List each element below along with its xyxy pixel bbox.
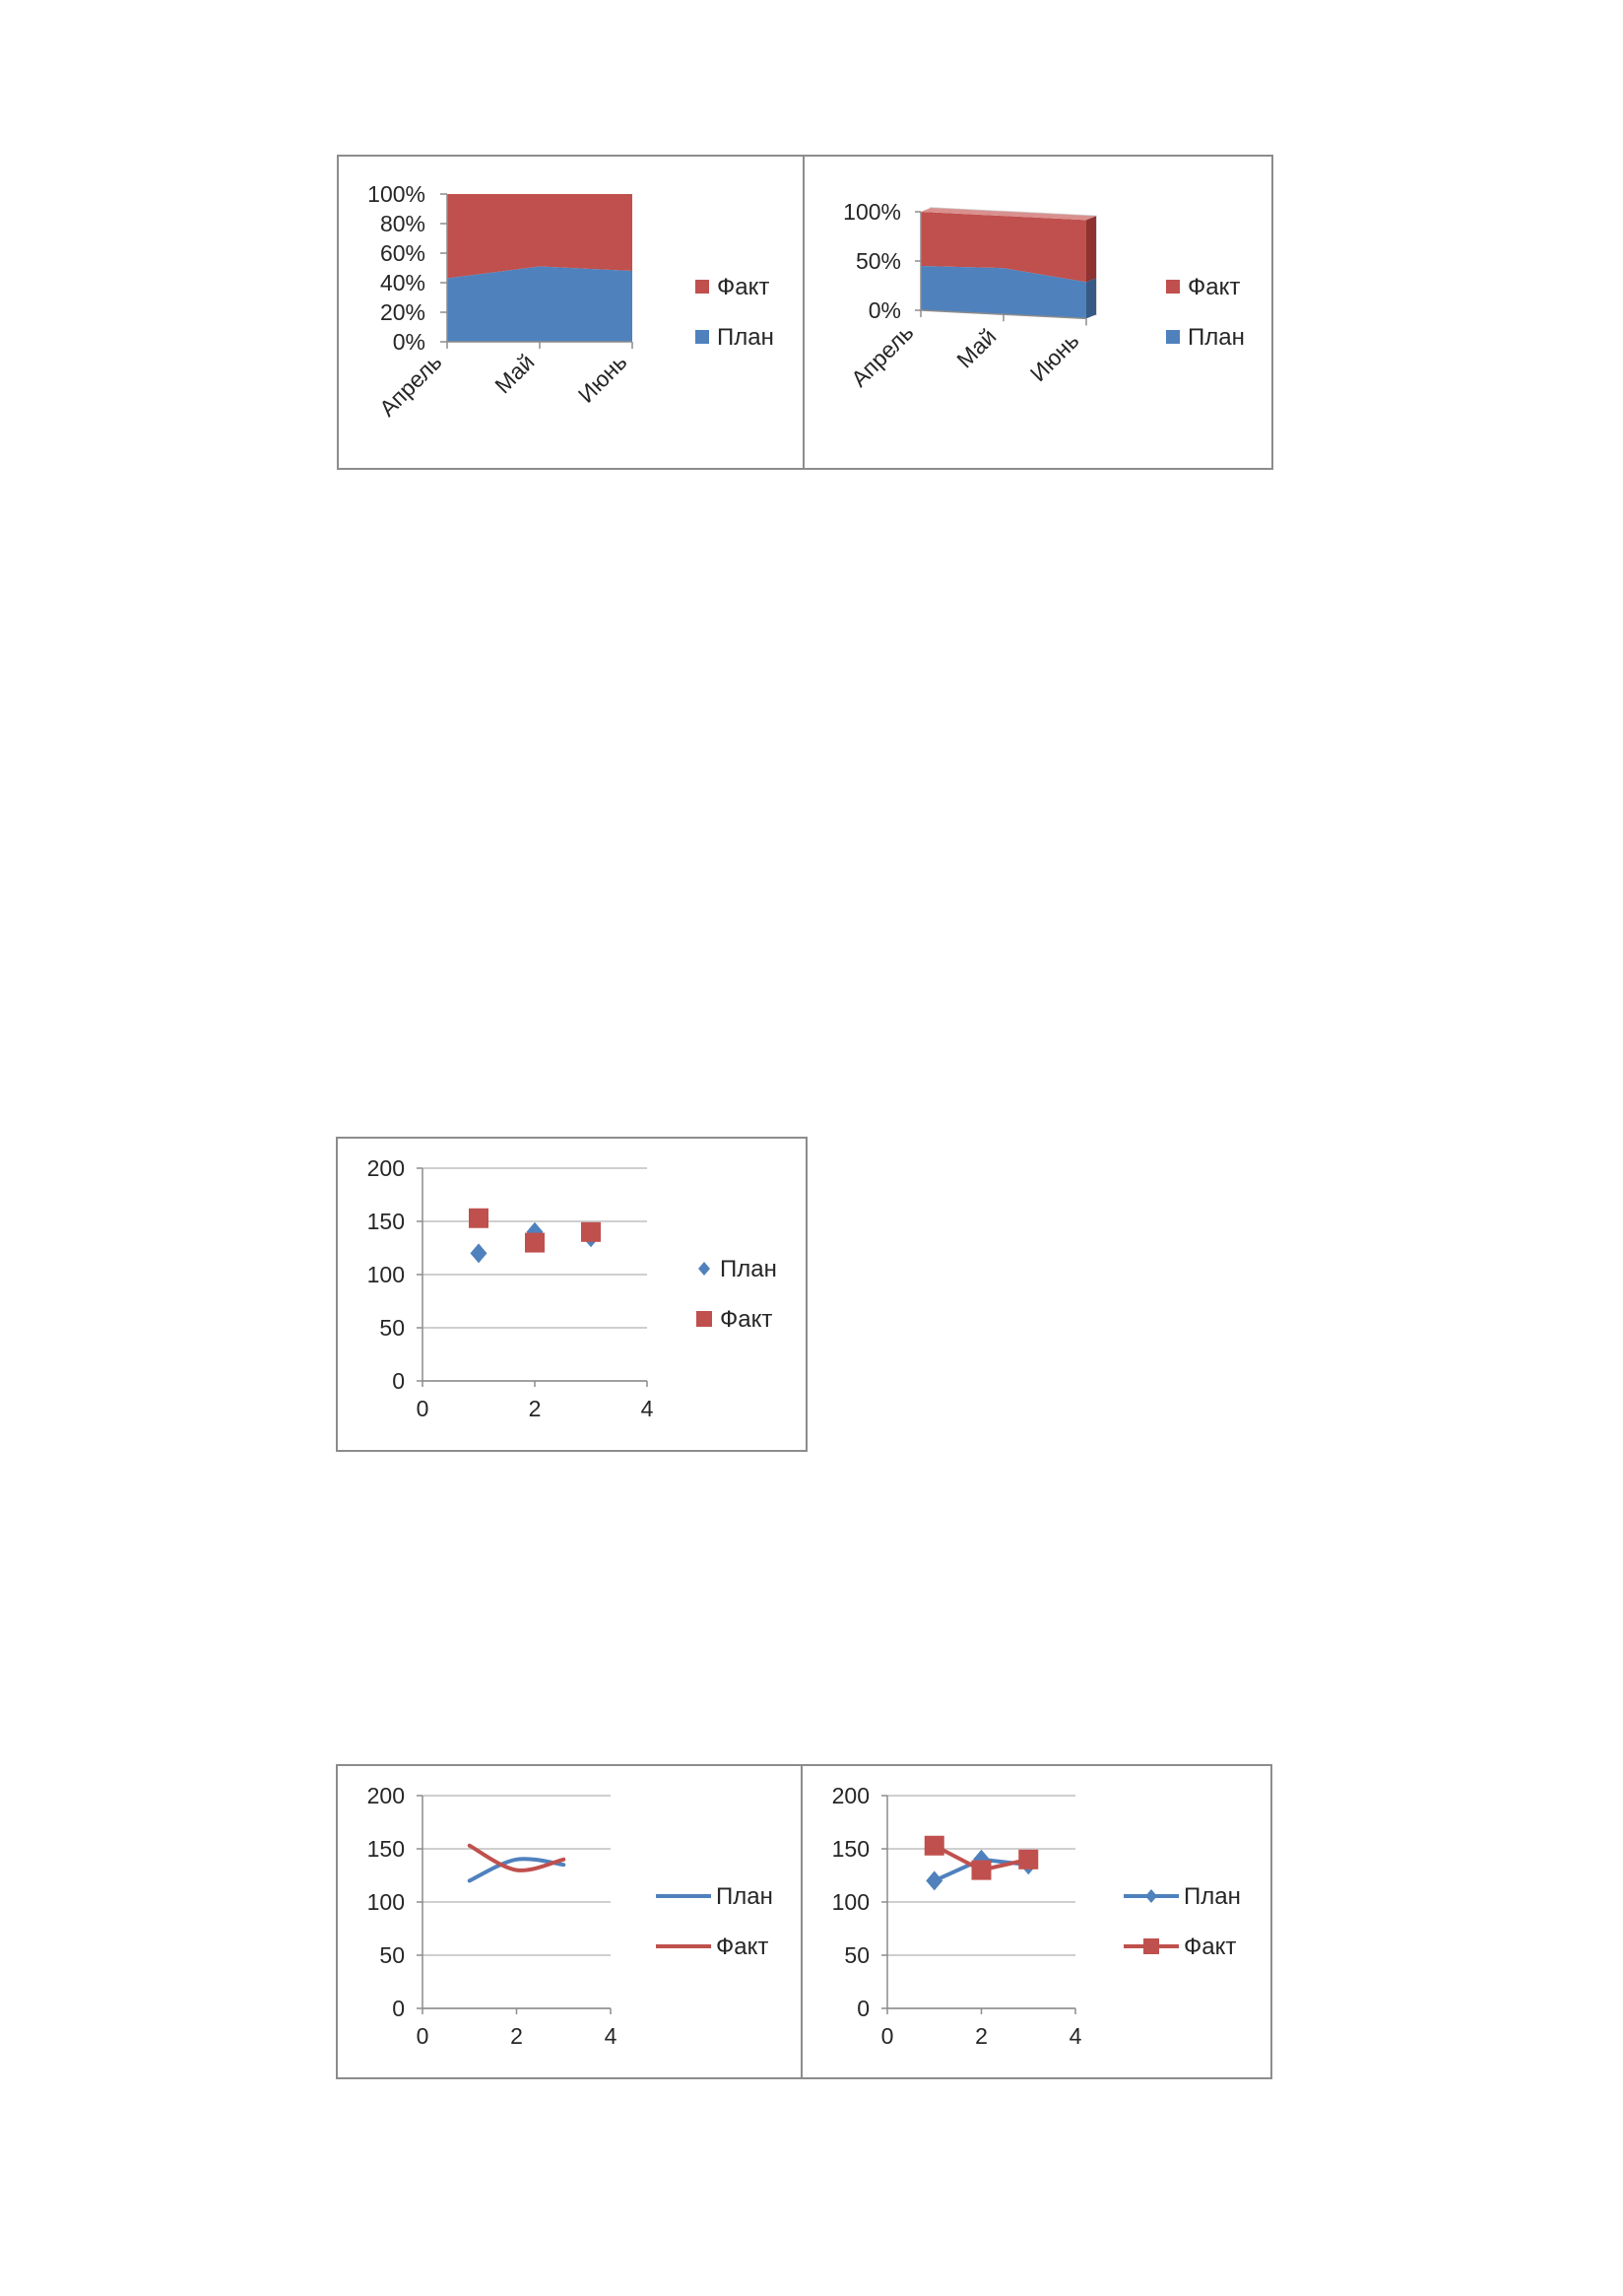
y-tick-label: 0%	[393, 329, 425, 355]
y-tick-label: 150	[832, 1836, 870, 1862]
x-category-label: Апрель	[374, 349, 447, 422]
legend-plan-marker	[698, 1262, 710, 1276]
y-tick-label: 50%	[856, 248, 901, 274]
legend-plan-label: План	[716, 1883, 773, 1910]
legend-fact-label: Факт	[1188, 274, 1240, 300]
legend-fact-label: Факт	[1184, 1934, 1236, 1960]
legend-fact-swatch	[1166, 280, 1180, 294]
legend-plan-label: План	[720, 1256, 777, 1282]
data-point-fact	[581, 1221, 601, 1242]
legend-plan-swatch	[1166, 330, 1180, 344]
legend-fact-label: Факт	[716, 1934, 768, 1960]
x-category-label: Май	[489, 349, 539, 398]
legend-fact-label: Факт	[720, 1306, 772, 1333]
series-fact-area	[447, 194, 632, 279]
x-tick-label: 0	[417, 2023, 429, 2049]
y-tick-label: 150	[367, 1836, 405, 1862]
y-tick-label: 60%	[380, 240, 425, 266]
data-point-plan	[526, 1221, 544, 1242]
data-point-plan	[973, 1849, 990, 1870]
series-fact-area	[921, 212, 1086, 283]
series-plan-side-face	[1086, 278, 1096, 319]
x-category-label: Июнь	[1025, 328, 1084, 387]
y-tick-label: 50	[844, 1942, 870, 1968]
chart-scatter-smooth: 0 50 100 150 200 0 2 4 План Факт	[336, 1764, 803, 2079]
x-category-label: Май	[951, 323, 1001, 372]
data-point-fact	[525, 1232, 545, 1253]
chart-area-100: 0% 20% 40% 60% 80% 100% Апрель Май Июнь Факт План	[337, 155, 805, 470]
y-tick-label: 0	[392, 1368, 405, 1394]
x-tick-label: 4	[605, 2023, 617, 2049]
y-tick-label: 100	[367, 1262, 405, 1287]
chart-scatter-markers: 0 50 100 150 200 0 2 4 План Факт	[336, 1137, 808, 1452]
scatter-smooth-chart-svg: 0 50 100 150 200 0 2 4 План Факт	[367, 1783, 773, 2049]
y-tick-label: 150	[367, 1209, 405, 1234]
y-tick-label: 0%	[869, 297, 901, 323]
y-tick-label: 0	[857, 1996, 870, 2021]
area-100-3d-chart-svg: 0% 50% 100% Апрель Май Июнь Факт План	[843, 199, 1245, 392]
series-fact-line	[467, 1843, 566, 1872]
data-point-fact	[924, 1835, 944, 1856]
y-tick-label: 40%	[380, 270, 425, 295]
legend-plan-label: План	[717, 324, 774, 351]
x-tick-label: 4	[641, 1396, 654, 1421]
y-tick-label: 200	[832, 1783, 870, 1808]
legend-plan-label: План	[1184, 1883, 1241, 1910]
y-tick-label: 50	[379, 1315, 405, 1341]
y-tick-label: 100	[367, 1889, 405, 1915]
legend-fact-marker	[696, 1311, 712, 1327]
series-fact-top-face	[921, 208, 1096, 221]
y-tick-label: 50	[379, 1942, 405, 1968]
area-100-chart-svg: 0% 20% 40% 60% 80% 100% Апрель Май Июнь Факт План	[367, 181, 774, 422]
series-plan-area	[447, 266, 632, 342]
x-tick-label: 2	[510, 2023, 523, 2049]
x-tick-label: 2	[529, 1396, 542, 1421]
data-point-fact	[971, 1860, 992, 1880]
y-tick-label: 100%	[843, 199, 901, 225]
x-tick-label: 4	[1070, 2023, 1082, 2049]
legend-fact-label: Факт	[717, 274, 769, 300]
y-tick-label: 200	[367, 1155, 405, 1181]
y-tick-label: 0	[392, 1996, 405, 2021]
y-tick-label: 200	[367, 1783, 405, 1808]
legend-plan-marker	[1145, 1889, 1157, 1903]
y-tick-label: 100%	[367, 181, 425, 207]
legend-fact-swatch	[695, 280, 709, 294]
scatter-markers-chart-svg: 0 50 100 150 200 0 2 4 План Факт	[367, 1155, 777, 1421]
x-tick-label: 0	[417, 1396, 429, 1421]
chart-scatter-lines-markers: 0 50 100 150 200 0 2 4 План Факт	[801, 1764, 1272, 2079]
data-point-plan	[470, 1243, 487, 1264]
y-tick-label: 20%	[380, 299, 425, 325]
legend-plan-swatch	[695, 330, 709, 344]
x-category-label: Апрель	[846, 319, 919, 392]
legend-plan-label: План	[1188, 324, 1245, 351]
chart-area-100-3d: 0% 50% 100% Апрель Май Июнь Факт План	[803, 155, 1273, 470]
data-point-fact	[1018, 1849, 1039, 1870]
y-tick-label: 80%	[380, 211, 425, 236]
x-tick-label: 0	[881, 2023, 894, 2049]
scatter-lines-markers-chart-svg: 0 50 100 150 200 0 2 4 План Факт	[832, 1783, 1241, 2049]
series-plan-area	[921, 266, 1086, 319]
series-fact-side-face	[1086, 216, 1096, 283]
x-tick-label: 2	[975, 2023, 988, 2049]
legend-fact-marker	[1143, 1938, 1159, 1954]
data-point-fact	[469, 1208, 488, 1228]
x-category-label: Июнь	[573, 349, 632, 408]
data-point-plan	[926, 1870, 943, 1891]
y-tick-label: 100	[832, 1889, 870, 1915]
